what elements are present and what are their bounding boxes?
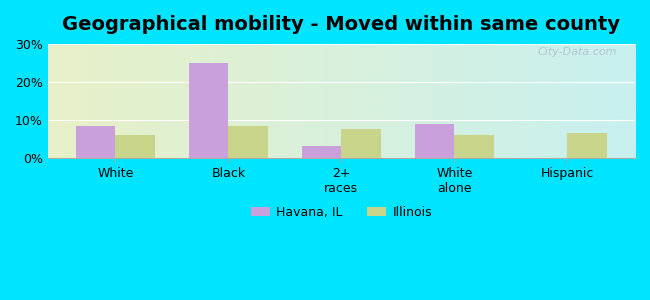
Bar	[228, 125, 268, 158]
Bar	[341, 129, 381, 158]
Text: City-Data.com: City-Data.com	[538, 47, 617, 57]
Bar	[567, 133, 606, 158]
Bar	[76, 125, 116, 158]
Bar	[116, 135, 155, 158]
Bar	[302, 146, 341, 158]
Title: Geographical mobility - Moved within same county: Geographical mobility - Moved within sam…	[62, 15, 620, 34]
Bar	[189, 63, 228, 158]
Bar	[415, 124, 454, 158]
Legend: Havana, IL, Illinois: Havana, IL, Illinois	[246, 200, 437, 224]
Bar	[454, 135, 494, 158]
